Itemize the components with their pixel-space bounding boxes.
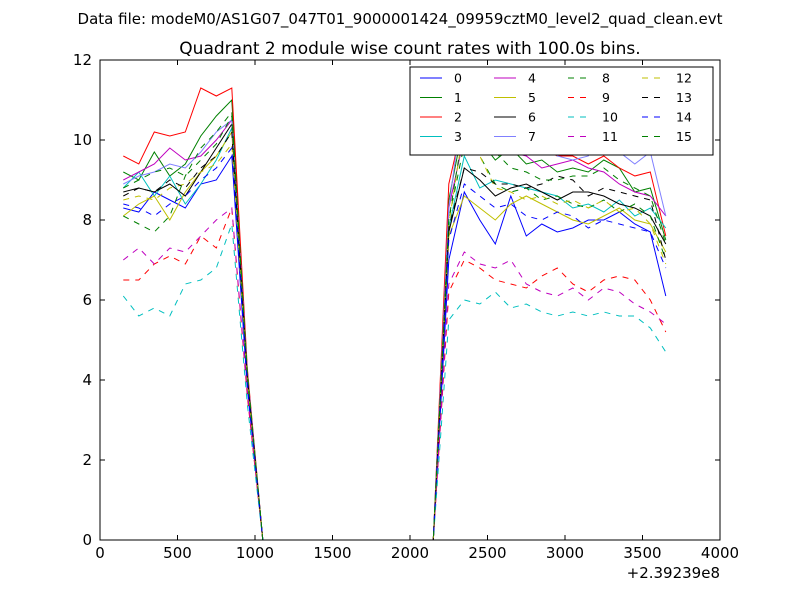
x-tick-label: 1000	[236, 544, 274, 562]
series-line-3	[122, 126, 667, 541]
y-tick-label: 6	[82, 291, 92, 309]
legend-label-7: 7	[528, 129, 536, 144]
legend-label-0: 0	[454, 71, 462, 86]
legend-label-4: 4	[528, 71, 536, 86]
legend-label-5: 5	[528, 90, 536, 105]
legend-label-6: 6	[528, 110, 536, 125]
series-line-14	[123, 146, 667, 541]
series-line-7	[123, 90, 667, 541]
x-tick-label: 1500	[313, 544, 351, 562]
x-tick-label: 3500	[623, 544, 661, 562]
legend-label-9: 9	[602, 90, 610, 105]
x-tick-label: 2000	[391, 544, 429, 562]
series-line-6	[123, 122, 667, 541]
x-offset-label: +2.39239e8	[627, 564, 720, 582]
legend-label-3: 3	[454, 129, 462, 144]
y-tick-label: 8	[82, 211, 92, 229]
chart-title: Quadrant 2 module wise count rates with …	[179, 39, 640, 59]
legend-label-15: 15	[676, 129, 692, 144]
legend-label-8: 8	[602, 71, 610, 86]
series-line-12	[123, 122, 667, 541]
x-tick-label: 500	[163, 544, 192, 562]
x-tick-label: 2500	[468, 544, 506, 562]
series-line-0	[123, 154, 667, 541]
series-line-13	[123, 130, 667, 541]
series-line-5	[122, 130, 667, 541]
y-tick-label: 4	[82, 371, 92, 389]
series-line-11	[122, 207, 667, 541]
x-tick-label: 4000	[701, 544, 739, 562]
series-line-10	[122, 223, 667, 541]
series-line-15	[123, 114, 667, 541]
legend-box	[409, 66, 714, 156]
axis-ticks: 0 500 1000 1500 2000 2500 3000 3500 400002468101…	[73, 51, 739, 562]
legend-label-12: 12	[676, 71, 692, 86]
suptitle: Data file: modeM0/AS1G07_047T01_90000014…	[78, 10, 723, 29]
legend-label-14: 14	[676, 110, 692, 125]
y-tick-label: 2	[82, 451, 92, 469]
x-tick-label: 0	[95, 544, 105, 562]
legend-label-2: 2	[454, 110, 462, 125]
legend-label-10: 10	[602, 110, 618, 125]
y-tick-label: 0	[82, 531, 92, 549]
legend-label-1: 1	[454, 90, 462, 105]
legend-label-11: 11	[602, 129, 618, 144]
series-line-9	[123, 207, 667, 541]
y-tick-label: 12	[73, 51, 92, 69]
y-tick-label: 10	[73, 131, 92, 149]
x-tick-label: 3000	[546, 544, 584, 562]
series-group	[122, 87, 667, 541]
legend-label-13: 13	[676, 90, 692, 105]
